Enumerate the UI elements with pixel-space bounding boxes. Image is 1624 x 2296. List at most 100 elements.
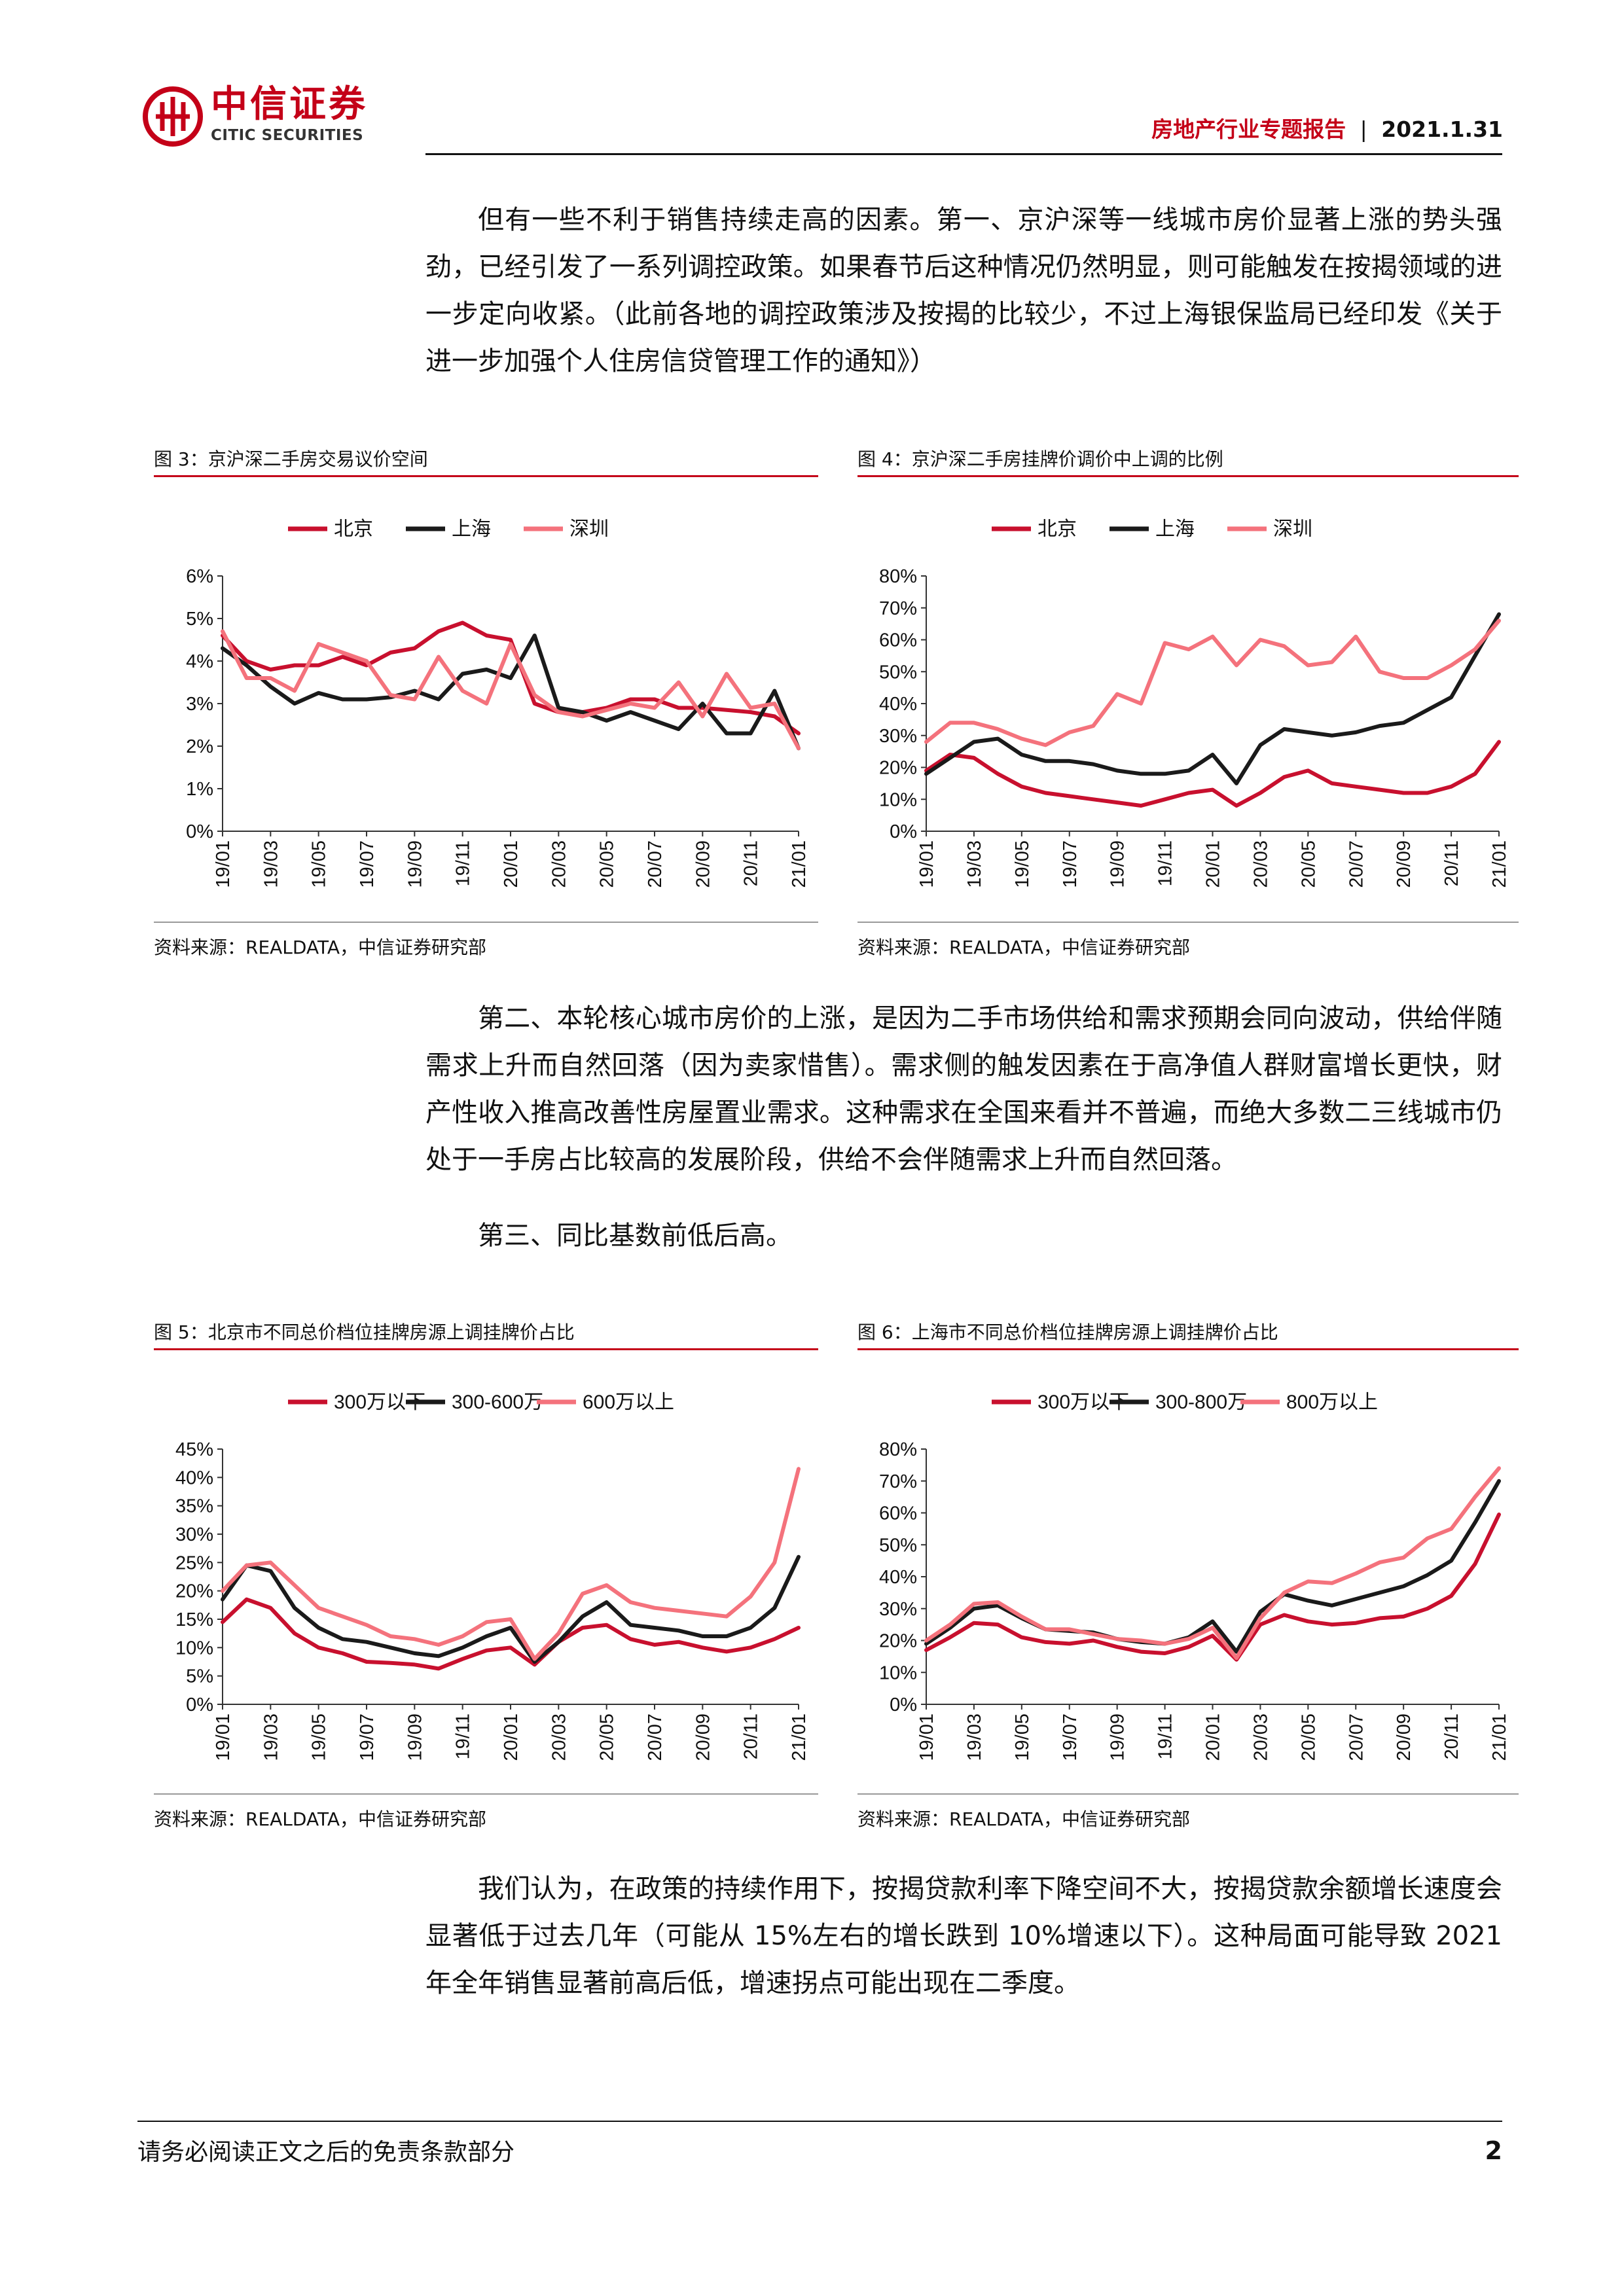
chart-legend: 北京 上海 深圳 — [288, 518, 609, 540]
y-tick-label: 0% — [186, 1695, 213, 1715]
y-tick-label: 20% — [175, 1581, 213, 1602]
x-tick-label: 19/05 — [1012, 1713, 1033, 1761]
x-tick-label: 19/01 — [213, 840, 234, 888]
legend-label-2: 300-800万 — [1155, 1391, 1247, 1413]
y-tick-label: 30% — [879, 726, 917, 747]
figure-4-source: 资料来源：REALDATA，中信证券研究部 — [857, 937, 1191, 958]
y-tick-label: 30% — [175, 1524, 213, 1545]
figure-4-source-rule — [857, 922, 1519, 923]
x-tick-label: 19/03 — [964, 1713, 985, 1761]
y-tick-label: 30% — [879, 1599, 917, 1620]
series-line-1 — [924, 740, 1501, 808]
x-tick-label: 20/05 — [1298, 1713, 1319, 1761]
x-tick-label: 21/01 — [789, 840, 810, 888]
y-tick-label: 0% — [186, 821, 213, 842]
footer-disclaimer: 请务必阅读正文之后的免责条款部分 — [137, 2139, 515, 2166]
chart-fig3: 北京 上海 深圳 0% 1% 2% 3% 4% 5% 6% 19/01 19/03 19/05 19/07… — [186, 518, 810, 888]
x-tick-label: 20/05 — [597, 840, 618, 888]
x-tick-label: 19/09 — [1108, 840, 1128, 888]
report-type: 房地产行业专题报告 — [1151, 117, 1346, 142]
x-tick-label: 20/09 — [693, 1713, 713, 1761]
y-tick-label: 10% — [879, 1662, 917, 1683]
x-tick-label: 19/11 — [453, 840, 474, 886]
x-tick-label: 20/07 — [645, 840, 666, 888]
legend-label-3: 600万以上 — [583, 1391, 674, 1413]
figure-5-title: 图 5：北京市不同总价档位挂牌房源上调挂牌价占比 — [154, 1321, 575, 1343]
legend-label-3: 深圳 — [569, 518, 609, 540]
x-tick-label: 19/05 — [309, 840, 330, 888]
x-tick-label: 19/05 — [309, 1713, 330, 1761]
x-tick-label: 20/05 — [597, 1713, 618, 1761]
x-tick-label: 19/11 — [453, 1713, 474, 1759]
figure-4-title: 图 4：京沪深二手房挂牌价调价中上调的比例 — [857, 448, 1223, 470]
x-tick-label: 21/01 — [789, 1713, 810, 1761]
x-tick-label: 20/07 — [1346, 840, 1367, 888]
legend-label-2: 300-600万 — [452, 1391, 543, 1413]
y-tick-label: 5% — [186, 609, 213, 630]
series-line-1 — [221, 1597, 801, 1671]
footer-rule — [137, 2121, 1502, 2122]
legend-label-3: 深圳 — [1273, 518, 1312, 540]
x-tick-label: 20/03 — [1250, 840, 1271, 888]
figure-6-source-rule — [857, 1793, 1519, 1795]
x-tick-label: 19/03 — [261, 840, 281, 888]
chart-fig5: 300万以下 300-600万 600万以上0%5%10%15%20%25%30%3… — [175, 1391, 810, 1761]
body-paragraph-1: 但有一些不利于销售持续走高的因素。第一、京沪深等一线城市房价显著上涨的势头强劲，… — [425, 205, 1502, 376]
y-tick-label: 5% — [186, 1666, 213, 1687]
figure-6-title: 图 6：上海市不同总价档位挂牌房源上调挂牌价占比 — [857, 1321, 1278, 1343]
x-tick-label: 19/01 — [213, 1713, 234, 1761]
x-tick-label: 21/01 — [1489, 1713, 1510, 1761]
x-tick-label: 19/07 — [357, 840, 378, 888]
figure-3-source: 资料来源：REALDATA，中信证券研究部 — [154, 937, 487, 958]
series-line-1 — [924, 1512, 1501, 1662]
y-tick-label: 60% — [879, 1503, 917, 1524]
figure-4-title-rule — [857, 475, 1519, 477]
y-tick-label: 70% — [879, 1471, 917, 1492]
x-tick-label: 19/05 — [1012, 840, 1033, 888]
y-tick-label: 0% — [890, 1695, 917, 1715]
figure-5-title-rule — [154, 1348, 818, 1350]
x-tick-label: 19/07 — [1060, 840, 1081, 888]
figure-6-source: 资料来源：REALDATA，中信证券研究部 — [857, 1808, 1191, 1830]
figure-3-title: 图 3：京沪深二手房交易议价空间 — [154, 448, 428, 470]
y-tick-label: 45% — [175, 1439, 213, 1460]
y-tick-label: 0% — [890, 821, 917, 842]
x-tick-label: 19/03 — [964, 840, 985, 888]
x-tick-label: 20/11 — [741, 840, 762, 886]
y-tick-label: 40% — [879, 694, 917, 715]
x-tick-label: 20/09 — [1394, 1713, 1415, 1761]
y-tick-label: 10% — [175, 1638, 213, 1659]
x-tick-label: 19/07 — [357, 1713, 378, 1761]
x-tick-label: 19/09 — [1108, 1713, 1128, 1761]
y-tick-label: 3% — [186, 694, 213, 715]
y-tick-label: 40% — [879, 1567, 917, 1588]
y-tick-label: 15% — [175, 1609, 213, 1630]
x-tick-label: 20/03 — [549, 840, 569, 888]
y-tick-label: 25% — [175, 1552, 213, 1573]
x-tick-label: 19/09 — [405, 840, 425, 888]
x-tick-label: 20/09 — [693, 840, 713, 888]
series-line-2 — [221, 634, 801, 751]
y-tick-label: 4% — [186, 651, 213, 672]
brand-name-cn: 中信证券 — [211, 83, 368, 126]
x-tick-label: 19/03 — [261, 1713, 281, 1761]
report-header: 房地产行业专题报告 | 2021.1.31 — [1151, 117, 1503, 143]
x-tick-label: 20/01 — [501, 1713, 522, 1761]
y-tick-label: 1% — [186, 779, 213, 800]
x-tick-label: 19/11 — [1155, 840, 1176, 886]
y-tick-label: 80% — [879, 566, 917, 587]
x-tick-label: 20/11 — [741, 1713, 762, 1759]
x-tick-label: 19/09 — [405, 1713, 425, 1761]
x-tick-label: 20/07 — [1346, 1713, 1367, 1761]
header-rule — [425, 153, 1502, 155]
x-tick-label: 20/01 — [1203, 840, 1224, 888]
x-tick-label: 19/07 — [1060, 1713, 1081, 1761]
series-line-2 — [221, 1554, 801, 1664]
body-paragraph-3: 第三、同比基数前低后高。 — [478, 1221, 792, 1251]
y-tick-label: 40% — [175, 1467, 213, 1488]
legend-label-2: 上海 — [1155, 518, 1195, 540]
series-line-3 — [221, 629, 801, 751]
x-tick-label: 20/03 — [549, 1713, 569, 1761]
x-tick-label: 20/09 — [1394, 840, 1415, 888]
series-line-2 — [924, 612, 1501, 785]
